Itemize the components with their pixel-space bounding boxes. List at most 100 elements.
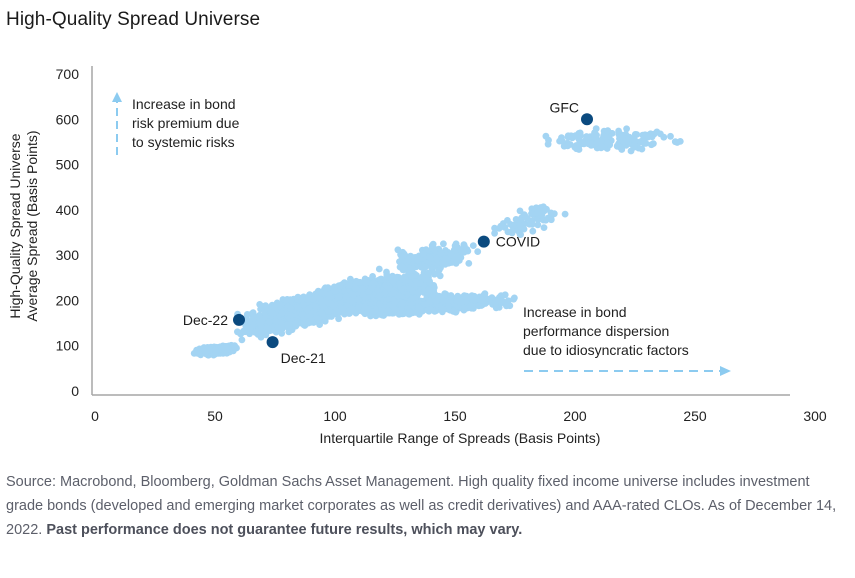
scatter-point	[419, 250, 427, 258]
scatter-point	[439, 305, 446, 313]
scatter-point	[406, 308, 414, 316]
scatter-point	[604, 127, 612, 135]
scatter-point	[521, 212, 529, 219]
y-tick-label: 0	[71, 383, 79, 399]
scatter-point	[318, 298, 325, 305]
scatter-point	[631, 136, 639, 144]
y-tick-label: 700	[56, 66, 80, 82]
scatter-point	[503, 302, 510, 310]
scatter-point	[309, 295, 317, 303]
scatter-point	[206, 346, 214, 354]
scatter-point	[603, 139, 611, 147]
scatter-point	[673, 139, 681, 146]
scatter-point	[312, 303, 320, 310]
scatter-point	[504, 228, 512, 236]
scatter-point	[335, 293, 343, 301]
scatter-point	[364, 305, 372, 313]
scatter-point	[427, 254, 435, 262]
x-tick-labels: 0 50 100 150 200 250 300	[91, 408, 827, 424]
scatter-point	[457, 254, 465, 261]
scatter-point	[583, 133, 590, 140]
scatter-point	[238, 336, 246, 344]
scatter-point	[239, 328, 247, 336]
scatter-point	[623, 125, 630, 133]
scatter-point	[348, 305, 356, 312]
scatter-point	[415, 303, 423, 311]
scatter-point	[262, 302, 269, 310]
scatter-point	[469, 242, 477, 250]
scatter-point	[375, 292, 383, 299]
scatter-point	[452, 255, 459, 263]
point-label-dec-22: Dec-22	[183, 312, 228, 328]
scatter-point	[440, 240, 447, 248]
y-tick-label: 200	[56, 292, 80, 308]
scatter-point	[544, 140, 552, 148]
scatter-point	[461, 304, 469, 312]
chart-title: High-Quality Spread Universe	[6, 9, 261, 30]
annotation-horizontal-line-3: due to idiosyncratic factors	[523, 342, 689, 358]
scatter-point	[491, 298, 499, 306]
scatter-point	[618, 146, 626, 153]
scatter-point	[270, 304, 278, 312]
scatter-point	[648, 133, 656, 141]
x-axis-label: Interquartile Range of Spreads (Basis Po…	[320, 430, 601, 446]
scatter-point	[299, 301, 307, 309]
scatter-point	[592, 125, 600, 133]
scatter-point	[390, 289, 398, 297]
scatter-point	[223, 343, 230, 351]
footnote-disclaimer: Past performance does not guarantee futu…	[46, 522, 523, 538]
annotation-vertical-line-3: to systemic risks	[132, 134, 235, 150]
scatter-point	[278, 319, 285, 327]
scatter-point	[375, 265, 383, 273]
scatter-point	[511, 294, 518, 302]
scatter-point	[359, 285, 366, 293]
highlighted-point-covid	[477, 235, 490, 248]
scatter-point	[318, 309, 326, 317]
scatter-point	[431, 270, 438, 278]
scatter-point	[426, 277, 433, 285]
scatter-point	[438, 260, 446, 267]
scatter-point	[284, 321, 291, 329]
annotation-vertical-line-1: Increase in bond	[132, 96, 236, 112]
scatter-point	[440, 297, 447, 305]
systemic-risk-annotation: Increase in bond risk premium due to sys…	[112, 92, 240, 155]
scatter-point	[405, 285, 413, 292]
scatter-point	[336, 282, 344, 289]
scatter-point	[436, 272, 444, 280]
scatter-point	[386, 285, 393, 293]
scatter-point	[356, 278, 364, 286]
scatter-point	[376, 301, 383, 308]
y-tick-labels: 0 100 200 300 400 500 600 700	[56, 66, 80, 399]
scatter-point	[515, 227, 522, 235]
scatter-point	[246, 318, 253, 326]
y-tick-label: 600	[56, 111, 80, 127]
scatter-point	[354, 304, 362, 311]
scatter-point	[515, 216, 523, 224]
scatter-point	[437, 249, 445, 257]
scatter-point	[474, 248, 482, 256]
scatter-point	[325, 299, 333, 307]
scatter-point	[435, 266, 443, 274]
arrow-right-icon	[720, 366, 731, 376]
scatter-point	[275, 327, 282, 335]
scatter-point	[318, 290, 326, 297]
source-footnote: Source: Macrobond, Bloomberg, Goldman Sa…	[6, 470, 846, 542]
scatter-point	[294, 303, 301, 311]
scatter-point	[461, 242, 468, 250]
scatter-point	[383, 268, 390, 276]
scatter-point	[375, 311, 383, 318]
scatter-point	[269, 309, 276, 317]
scatter-point	[326, 294, 334, 302]
scatter-point	[529, 227, 537, 235]
scatter-point	[561, 210, 569, 218]
scatter-point	[287, 311, 295, 319]
scatter-point	[501, 291, 509, 299]
scatter-point	[529, 211, 537, 218]
scatter-point	[243, 311, 251, 318]
scatter-point	[404, 256, 412, 264]
scatter-point	[426, 297, 433, 305]
scatter-point	[415, 255, 422, 263]
scatter-point	[276, 300, 283, 308]
scatter-point	[266, 318, 273, 326]
scatter-point	[324, 284, 332, 292]
